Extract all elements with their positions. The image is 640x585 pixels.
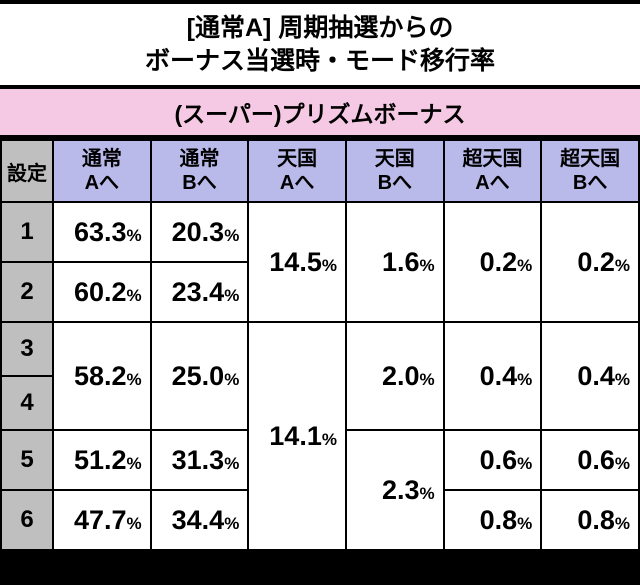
value-cell: 2.3% — [346, 430, 444, 550]
col-setting: 設定 — [1, 140, 53, 202]
setting-cell: 4 — [1, 376, 53, 430]
value-cell: 2.0% — [346, 322, 444, 430]
value-cell: 31.3% — [151, 430, 249, 490]
col-super-heaven-b: 超天国Bへ — [541, 140, 639, 202]
col-heaven-a: 天国Aへ — [248, 140, 346, 202]
table-row: 1 63.3% 20.3% 14.5% 1.6% 0.2% 0.2% — [1, 202, 639, 262]
table-row: 3 58.2% 25.0% 14.1% 2.0% 0.4% 0.4% — [1, 322, 639, 376]
col-super-heaven-a: 超天国Aへ — [444, 140, 542, 202]
col-heaven-b: 天国Bへ — [346, 140, 444, 202]
setting-cell: 3 — [1, 322, 53, 376]
title-block: [通常A] 周期抽選からの ボーナス当選時・モード移行率 — [0, 0, 640, 89]
col-normal-b: 通常Bへ — [151, 140, 249, 202]
setting-cell: 2 — [1, 262, 53, 322]
value-cell: 0.2% — [444, 202, 542, 322]
value-cell: 0.4% — [541, 322, 639, 430]
value-cell: 0.2% — [541, 202, 639, 322]
value-cell: 63.3% — [53, 202, 151, 262]
subtitle: (スーパー)プリズムボーナス — [0, 89, 640, 139]
value-cell: 34.4% — [151, 490, 249, 550]
value-cell: 14.1% — [248, 322, 346, 550]
value-cell: 60.2% — [53, 262, 151, 322]
value-cell: 0.4% — [444, 322, 542, 430]
setting-cell: 6 — [1, 490, 53, 550]
setting-cell: 5 — [1, 430, 53, 490]
value-cell: 23.4% — [151, 262, 249, 322]
value-cell: 51.2% — [53, 430, 151, 490]
table-container: [通常A] 周期抽選からの ボーナス当選時・モード移行率 (スーパー)プリズムボ… — [0, 0, 640, 551]
value-cell: 20.3% — [151, 202, 249, 262]
value-cell: 0.8% — [444, 490, 542, 550]
title-line-1: [通常A] 周期抽選からの — [0, 12, 640, 45]
title-line-2: ボーナス当選時・モード移行率 — [0, 45, 640, 78]
header-row: 設定 通常Aへ 通常Bへ 天国Aへ 天国Bへ 超天国Aへ 超天国Bへ — [1, 140, 639, 202]
value-cell: 14.5% — [248, 202, 346, 322]
value-cell: 0.6% — [541, 430, 639, 490]
value-cell: 1.6% — [346, 202, 444, 322]
setting-cell: 1 — [1, 202, 53, 262]
col-normal-a: 通常Aへ — [53, 140, 151, 202]
value-cell: 0.8% — [541, 490, 639, 550]
value-cell: 0.6% — [444, 430, 542, 490]
value-cell: 25.0% — [151, 322, 249, 430]
value-cell: 58.2% — [53, 322, 151, 430]
value-cell: 47.7% — [53, 490, 151, 550]
mode-transition-table: 設定 通常Aへ 通常Bへ 天国Aへ 天国Bへ 超天国Aへ 超天国Bへ 1 63.… — [0, 139, 640, 551]
